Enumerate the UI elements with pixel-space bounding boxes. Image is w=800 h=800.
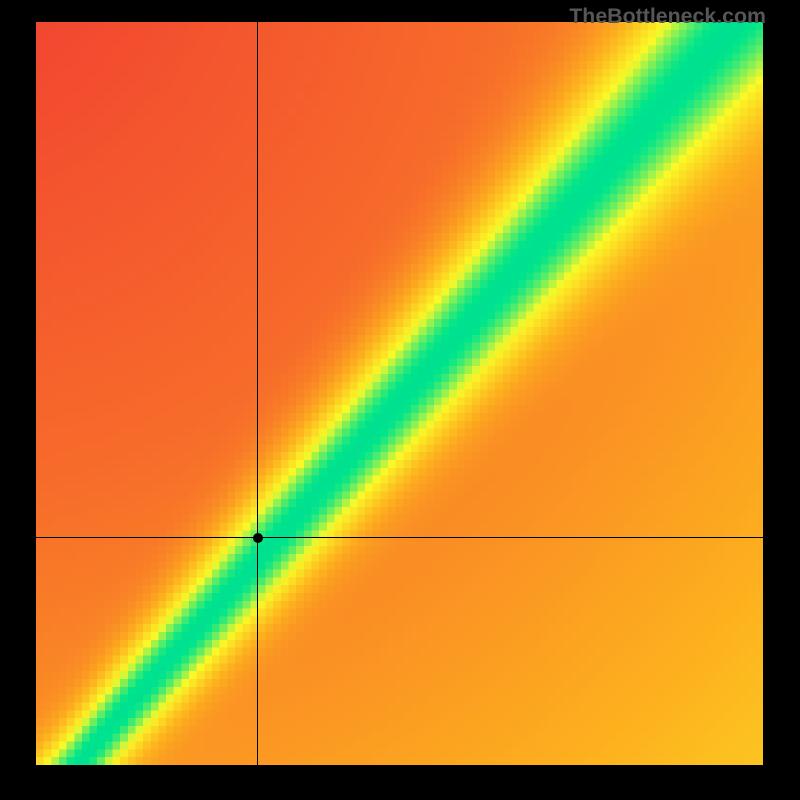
- crosshair-horizontal: [36, 537, 763, 538]
- marker-dot: [253, 533, 263, 543]
- attribution-label: TheBottleneck.com: [569, 4, 766, 29]
- bottleneck-heatmap-chart: TheBottleneck.com: [0, 0, 800, 800]
- heatmap-canvas: [36, 22, 763, 765]
- crosshair-vertical: [257, 22, 258, 765]
